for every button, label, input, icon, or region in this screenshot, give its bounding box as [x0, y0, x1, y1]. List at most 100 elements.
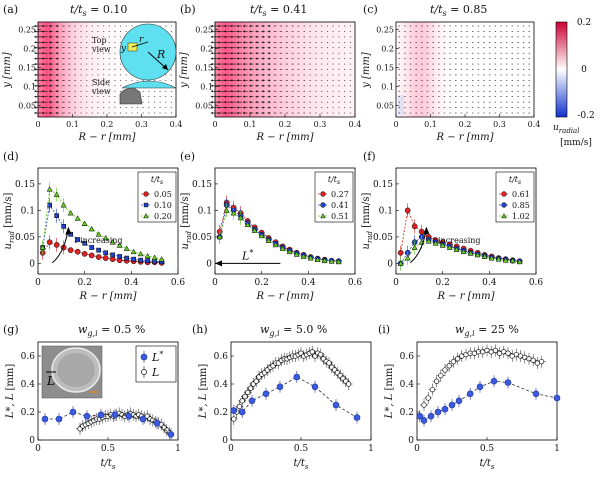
data-point [88, 252, 95, 259]
quiver-arrowhead [210, 90, 213, 93]
quiver-arrowhead [55, 95, 58, 98]
quiver-arrowhead [261, 41, 264, 44]
quiver-arrowhead [41, 35, 44, 39]
quiver-arrowhead [255, 46, 258, 49]
plot-e: 0 0.2 0.4 0.6 0 0.05 0.1 0.15 R − r [mm] urad [mm… [180, 167, 363, 302]
quiver-arrowhead [236, 73, 239, 77]
ticks-b: 0 0.1 0.2 0.3 0.4 0.05 0.1 0.15 0.2 0.25 [195, 26, 361, 129]
Lstar-point [332, 401, 340, 409]
data-point [131, 256, 136, 262]
quiver-arrowhead [34, 95, 37, 98]
Lstar-point [455, 397, 463, 405]
data-point [307, 254, 314, 261]
quiver-arrowhead [242, 30, 245, 33]
quiver-arrowhead [55, 79, 58, 82]
quiver-arrowhead [236, 95, 239, 98]
quiver-arrowhead [34, 24, 37, 28]
ylabel-b: y [mm] [179, 52, 190, 89]
y-tick-label: 0.05 [18, 102, 36, 111]
heatmap-cell [93, 22, 98, 117]
quiver-arrowhead [249, 111, 252, 115]
quiver-arrowhead [261, 111, 264, 115]
quiver-arrowhead [41, 79, 44, 82]
panel-label-b: (b) [180, 3, 196, 16]
quiver-arrowhead [267, 68, 270, 71]
quiver-arrowhead [223, 62, 226, 66]
quiver-arrowhead [242, 106, 245, 109]
heatmap-cell [433, 22, 438, 117]
y-tick-label: 0.05 [195, 102, 213, 111]
data-point [516, 258, 523, 265]
quiver-arrowhead [210, 79, 213, 82]
heatmap-cell [309, 22, 314, 117]
y-tick-label: 0.6 [21, 352, 36, 362]
y-axis-label: urad [mm/s] [361, 192, 374, 249]
quiver-arrowhead [41, 30, 44, 33]
quiver-arrowhead [261, 51, 264, 55]
x-axis-label: R − r [mm] [256, 291, 314, 302]
y-tick-label: 0.05 [373, 233, 393, 243]
heatmap-cell [281, 22, 286, 117]
x-tick-label: 0.2 [459, 120, 472, 129]
Lstar-point [504, 379, 512, 386]
x-tick-label: 0.4 [482, 278, 497, 288]
quiver-arrowhead [210, 100, 213, 104]
inset-R-arrowhead [162, 64, 168, 70]
x-tick-label: 0.6 [348, 278, 363, 288]
quiver-arrowhead [34, 68, 37, 71]
x-tick-label: 0 [393, 120, 398, 129]
data-point [96, 247, 101, 253]
data-point [467, 250, 474, 256]
x-tick-label: 0 [35, 444, 41, 454]
colorbar-zero-label: 0 [581, 65, 587, 75]
heatmap-cell [399, 22, 404, 117]
inset-top-label-2: view [91, 45, 111, 54]
quiver-arrowhead [261, 62, 264, 66]
quiver-arrowhead [217, 106, 220, 109]
legend-marker [143, 191, 149, 197]
legend-label: 0.51 [331, 212, 349, 221]
y-tick-label: 0 [408, 436, 414, 446]
colorbar-unit: [mm/s] [560, 138, 592, 148]
quiver-arrowhead [55, 68, 58, 71]
quiver-arrowhead [236, 84, 239, 88]
data-point [293, 251, 300, 257]
series-line [42, 188, 162, 260]
Lstar-point [97, 411, 105, 419]
y-tick-label: 0.05 [192, 233, 212, 243]
data-point [488, 254, 495, 261]
quiver-arrowhead [34, 41, 37, 44]
Lstar-point [139, 415, 147, 423]
L-point [236, 403, 243, 410]
y-tick-label: 0.15 [192, 180, 212, 190]
legend-label: 0.05 [154, 190, 172, 199]
quiver-arrowhead [223, 79, 226, 82]
data-point [39, 244, 46, 250]
data-point [67, 247, 74, 253]
y-tick-label: 0.1 [21, 206, 35, 216]
quiver-arrowhead [210, 35, 213, 39]
increasing-label: t increasing [74, 236, 122, 245]
heatmap-cell [271, 22, 275, 117]
inset-schematic: y r R Top view Side view [91, 23, 177, 105]
panel-label-g: (g) [3, 323, 19, 336]
x-tick-label: 0.1 [244, 120, 257, 129]
quiver-arrowhead [55, 100, 58, 104]
data-point [74, 248, 81, 255]
quiver-arrowhead [242, 111, 245, 115]
quiver-arrowhead [34, 111, 37, 115]
quiver-arrowhead [255, 100, 258, 104]
quiver-arrowhead [223, 84, 226, 88]
data-point [138, 257, 143, 263]
data-point [151, 254, 158, 260]
quiver-arrowhead [242, 68, 245, 71]
quiver-arrowhead [249, 73, 252, 77]
data-point [397, 260, 404, 266]
quiver-arrowhead [55, 57, 58, 60]
quiver-arrowhead [261, 84, 264, 88]
axes-frame [395, 167, 537, 275]
panel-label-c: (c) [363, 3, 378, 16]
y-tick-label: 0.1 [379, 206, 393, 216]
data-point [251, 227, 258, 233]
